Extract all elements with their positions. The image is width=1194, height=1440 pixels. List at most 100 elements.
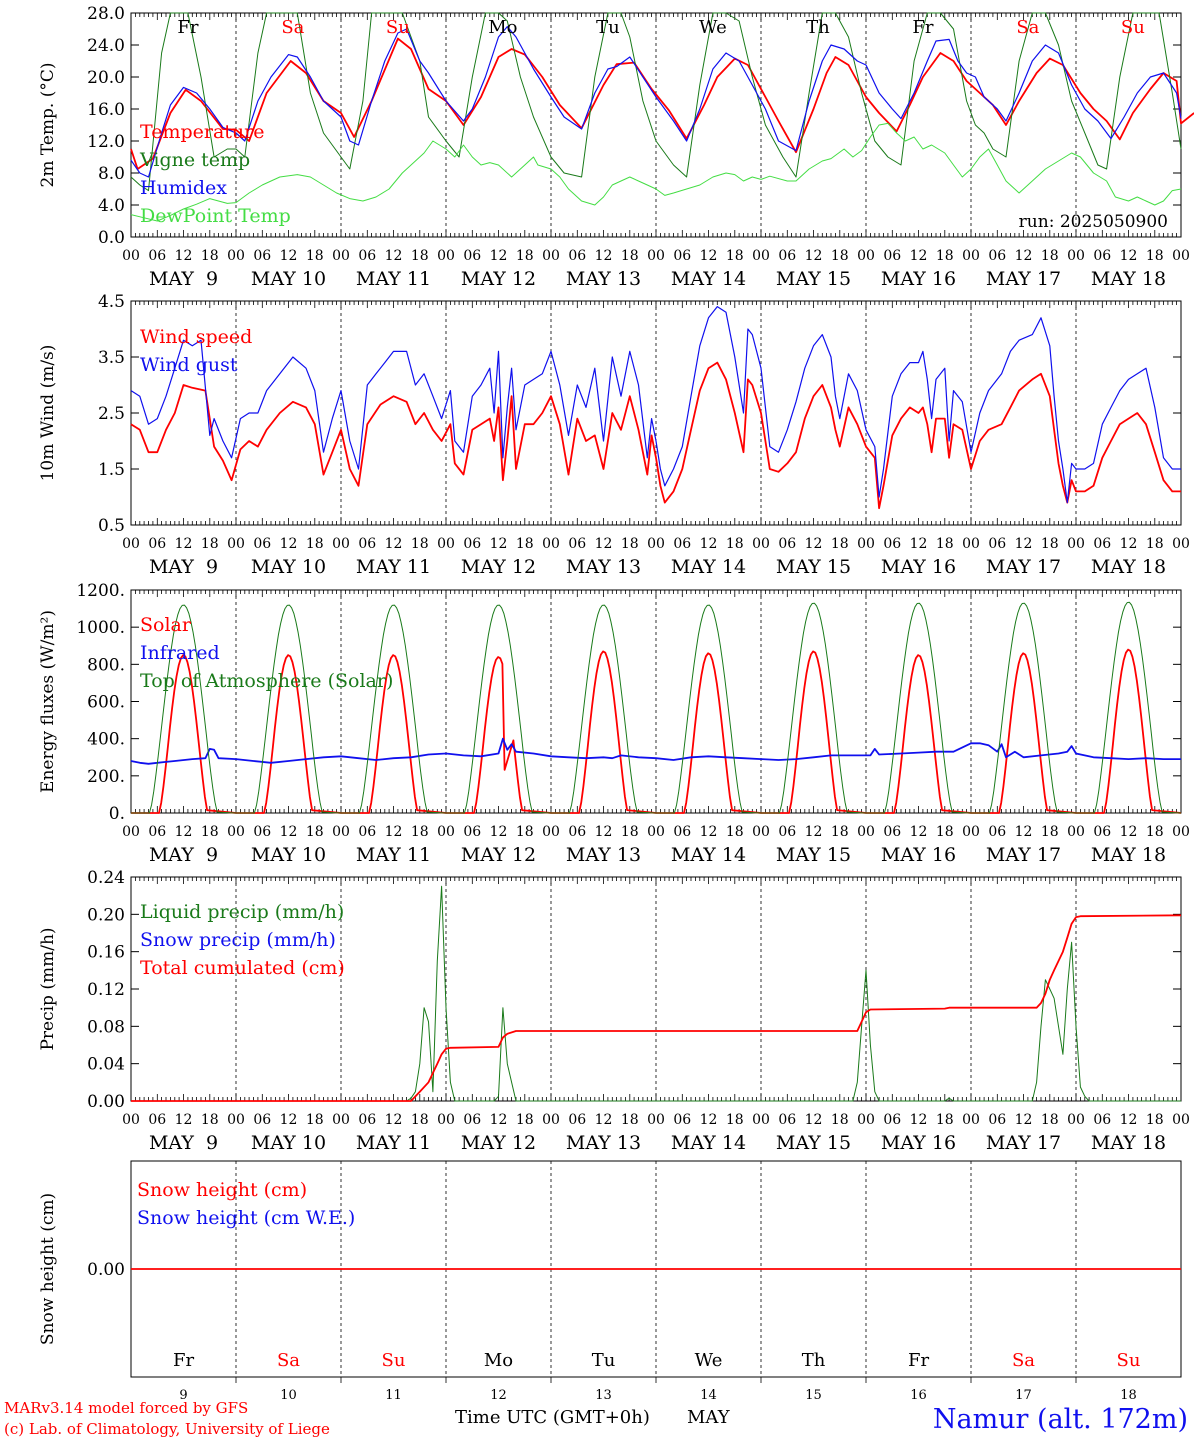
hour-label: 18	[1146, 824, 1164, 840]
date-label: MAY 15	[776, 556, 851, 578]
hour-label: 00	[122, 824, 140, 840]
hour-label: 06	[673, 1112, 691, 1128]
y-axis-label: Energy fluxes (W/m²)	[38, 610, 58, 793]
weekday-label: Th	[802, 1350, 826, 1371]
hour-label: 00	[227, 824, 245, 840]
hour-label: 18	[726, 536, 744, 552]
hour-label: 12	[280, 248, 298, 264]
hour-label: 12	[910, 536, 928, 552]
hour-label: 00	[122, 1112, 140, 1128]
hour-label: 00	[332, 536, 350, 552]
hour-label: 00	[1172, 248, 1190, 264]
date-label: MAY 17	[986, 844, 1061, 866]
hour-label: 18	[516, 824, 534, 840]
hour-label: 18	[1146, 248, 1164, 264]
series-total-cumulated-cm-	[131, 914, 1182, 1102]
weekday-label: Fr	[177, 17, 198, 38]
legend-entry: Humidex	[140, 177, 227, 199]
weekday-label: Sa	[277, 1350, 300, 1371]
date-label: MAY 12	[461, 556, 536, 578]
hour-label: 00	[437, 248, 455, 264]
hour-label: 06	[988, 1112, 1006, 1128]
date-label: MAY 9	[149, 268, 218, 290]
legend-entry: DewPoint Temp	[140, 205, 291, 227]
hour-label: 06	[358, 536, 376, 552]
y-tick-label: 200.	[87, 767, 125, 787]
hour-label: 18	[621, 248, 639, 264]
weekday-label: Sa	[281, 17, 304, 38]
hour-label: 12	[175, 536, 193, 552]
series-dewpoint-temp	[130, 122, 1182, 222]
y-tick-label: 0.16	[87, 943, 125, 963]
hour-label: 00	[332, 248, 350, 264]
hour-label: 00	[647, 1112, 665, 1128]
hour-label: 06	[1093, 536, 1111, 552]
hour-label: 06	[778, 824, 796, 840]
legend-entry: Wind speed	[140, 326, 252, 348]
date-label: MAY 10	[251, 1132, 326, 1154]
hour-label: 06	[148, 248, 166, 264]
y-tick-label: 1.5	[98, 460, 125, 480]
hour-label: 18	[621, 1112, 639, 1128]
hour-label: 12	[175, 248, 193, 264]
hour-label: 00	[542, 536, 560, 552]
hour-label: 06	[358, 824, 376, 840]
y-tick-label: 0.00	[87, 1092, 125, 1112]
hour-label: 06	[463, 248, 481, 264]
y-tick-label: 4.0	[98, 196, 125, 216]
y-axis-label: Precip (mm/h)	[38, 927, 58, 1050]
date-label: MAY 18	[1091, 844, 1166, 866]
weekday-label: We	[699, 17, 727, 38]
y-tick-label: 16.0	[87, 100, 125, 120]
y-tick-label: 800.	[87, 655, 125, 675]
day-number: 14	[700, 1388, 717, 1403]
weekday-label: Tu	[596, 17, 620, 38]
hour-label: 06	[883, 1112, 901, 1128]
date-label: MAY 13	[566, 844, 641, 866]
hour-label: 06	[148, 536, 166, 552]
hour-label: 18	[831, 536, 849, 552]
date-label: MAY 13	[566, 268, 641, 290]
day-number: 12	[490, 1388, 507, 1403]
hour-label: 12	[805, 1112, 823, 1128]
hour-label: 06	[253, 824, 271, 840]
hour-label: 18	[621, 536, 639, 552]
hour-label: 00	[962, 248, 980, 264]
hour-label: 18	[306, 824, 324, 840]
y-tick-label: 0.20	[87, 905, 125, 925]
hour-label: 12	[805, 248, 823, 264]
day-number: 15	[805, 1388, 822, 1403]
hour-label: 00	[542, 1112, 560, 1128]
plot-frame	[130, 300, 1182, 526]
hour-label: 00	[962, 536, 980, 552]
hour-label: 12	[910, 248, 928, 264]
date-label: MAY 16	[881, 268, 956, 290]
hour-label: 18	[411, 536, 429, 552]
date-label: MAY 15	[776, 844, 851, 866]
hour-label: 18	[306, 1112, 324, 1128]
hour-label: 12	[910, 1112, 928, 1128]
hour-label: 00	[857, 824, 875, 840]
hour-label: 18	[726, 248, 744, 264]
date-label: MAY 17	[986, 268, 1061, 290]
hour-label: 00	[437, 1112, 455, 1128]
hour-label: 06	[148, 824, 166, 840]
hour-label: 18	[1041, 248, 1059, 264]
weekday-label: Fr	[173, 1350, 194, 1371]
hour-label: 12	[490, 248, 508, 264]
date-label: MAY 10	[251, 556, 326, 578]
y-tick-label: 20.0	[87, 68, 125, 88]
hour-label: 12	[385, 536, 403, 552]
hour-label: 00	[647, 248, 665, 264]
y-axis-label: Snow height (cm)	[38, 1193, 58, 1345]
hour-label: 12	[595, 248, 613, 264]
hour-label: 12	[1120, 1112, 1138, 1128]
hour-label: 06	[778, 248, 796, 264]
legend-entry: Total cumulated (cm)	[140, 957, 345, 979]
credit-line-2: (c) Lab. of Climatology, University of L…	[4, 1420, 330, 1438]
y-tick-label: 1200.	[76, 581, 125, 601]
series-vigne-temp	[130, 12, 1182, 192]
hour-label: 00	[227, 536, 245, 552]
legend-entry: Wind gust	[140, 354, 238, 376]
date-label: MAY 12	[461, 1132, 536, 1154]
